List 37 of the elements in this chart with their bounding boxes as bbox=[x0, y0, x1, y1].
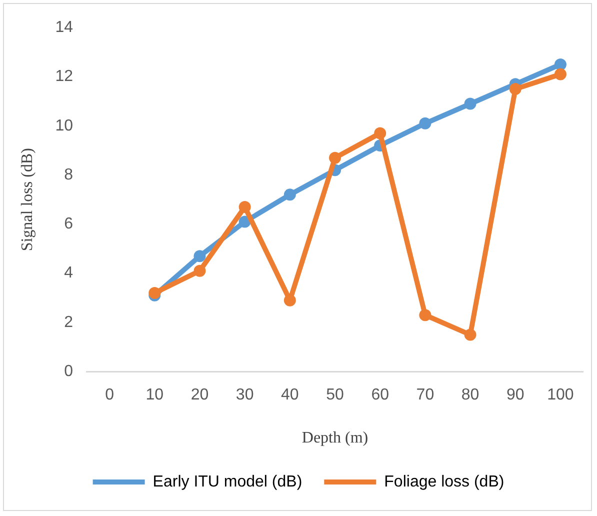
point bbox=[374, 127, 386, 140]
y-tick-label: 2 bbox=[64, 314, 74, 331]
legend-label: Foliage loss (dB) bbox=[384, 473, 504, 490]
point bbox=[554, 68, 566, 80]
point bbox=[148, 286, 161, 299]
x-axis-title: Depth (m) bbox=[302, 430, 368, 447]
point bbox=[464, 98, 476, 110]
point bbox=[419, 117, 432, 130]
legend-label: Early ITU model (dB) bbox=[152, 473, 302, 490]
x-tick-label: 50 bbox=[326, 386, 344, 404]
x-tick-label: 20 bbox=[190, 386, 209, 404]
y-tick-label: 4 bbox=[64, 264, 74, 282]
y-tick-label: 10 bbox=[55, 117, 74, 134]
point bbox=[194, 264, 206, 277]
x-tick-label: 90 bbox=[506, 386, 524, 404]
x-tick-label: 40 bbox=[281, 386, 299, 404]
point bbox=[554, 58, 566, 70]
y-axis-title: Signal loss (dB) bbox=[18, 148, 36, 252]
point bbox=[329, 152, 341, 164]
point bbox=[194, 250, 206, 262]
x-tick-label: 10 bbox=[146, 386, 164, 404]
x-tick-label: 70 bbox=[416, 386, 434, 404]
point bbox=[238, 200, 251, 213]
y-tick-label: 12 bbox=[55, 68, 74, 86]
x-tick-label: 60 bbox=[371, 386, 390, 404]
point bbox=[509, 83, 522, 96]
point bbox=[284, 188, 296, 201]
x-tick-label: 80 bbox=[461, 386, 480, 404]
point bbox=[419, 309, 432, 322]
y-tick-label: 0 bbox=[64, 363, 74, 380]
y-tick-label: 8 bbox=[64, 166, 74, 184]
x-tick-label: 100 bbox=[547, 386, 574, 404]
y-tick-label: 14 bbox=[55, 19, 74, 36]
point bbox=[464, 328, 476, 341]
y-tick-label: 6 bbox=[64, 216, 74, 233]
x-tick-label: 0 bbox=[105, 386, 114, 404]
x-tick-label: 30 bbox=[236, 386, 254, 404]
